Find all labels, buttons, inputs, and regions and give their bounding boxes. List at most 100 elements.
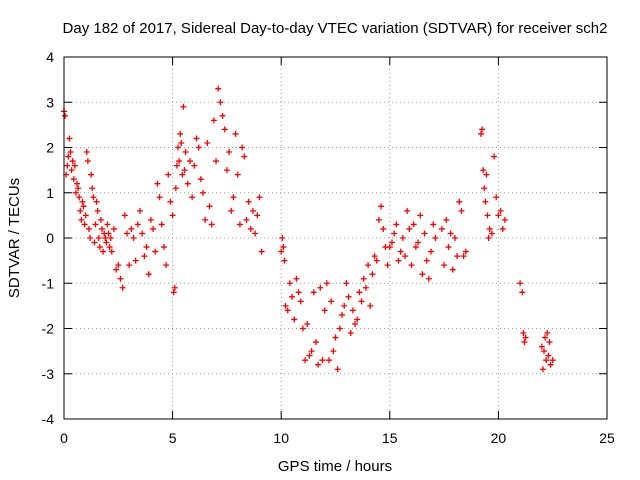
data-point	[78, 216, 85, 223]
data-point	[520, 330, 527, 337]
data-point	[279, 235, 286, 241]
data-point	[281, 257, 288, 264]
data-point	[412, 244, 419, 251]
data-point	[221, 126, 228, 133]
data-point	[169, 212, 176, 219]
data-point	[299, 325, 306, 332]
data-point	[423, 257, 430, 264]
data-point	[83, 149, 90, 156]
data-point	[62, 112, 69, 119]
data-point	[204, 139, 211, 146]
data-point	[278, 248, 285, 255]
data-point	[256, 194, 263, 201]
data-point	[182, 149, 189, 156]
data-point	[421, 230, 428, 237]
data-point	[223, 167, 230, 174]
data-point	[103, 239, 110, 246]
data-point	[295, 289, 302, 296]
data-point	[87, 235, 94, 241]
data-point	[445, 244, 452, 251]
data-point	[378, 203, 385, 210]
data-point	[67, 149, 74, 156]
data-point	[197, 176, 204, 183]
data-point	[549, 357, 556, 364]
data-point	[176, 158, 183, 165]
data-point	[319, 357, 326, 364]
data-point	[449, 266, 456, 273]
data-point	[71, 162, 78, 169]
data-point	[195, 144, 202, 151]
data-point	[158, 221, 165, 228]
data-point	[179, 171, 186, 178]
data-point	[522, 334, 529, 341]
data-point	[460, 253, 467, 260]
data-point	[388, 239, 395, 246]
data-point	[544, 330, 551, 337]
data-point	[117, 275, 124, 282]
data-point	[310, 289, 317, 296]
data-point	[137, 207, 144, 214]
data-point	[345, 293, 352, 300]
data-point	[485, 235, 492, 241]
data-point	[68, 167, 75, 174]
data-point	[408, 262, 415, 269]
data-point	[189, 194, 196, 201]
data-point	[76, 194, 83, 201]
data-point	[154, 180, 161, 187]
data-point	[343, 280, 350, 287]
x-tick-label: 0	[60, 430, 68, 446]
data-point	[139, 230, 146, 237]
data-point	[163, 262, 170, 269]
data-point	[386, 244, 393, 251]
data-point	[447, 230, 454, 237]
data-point	[230, 194, 237, 201]
data-point	[478, 130, 485, 137]
data-point	[375, 216, 382, 223]
data-point	[80, 203, 87, 210]
data-point	[306, 352, 313, 359]
data-point	[341, 302, 348, 309]
data-point	[501, 216, 508, 223]
data-point	[493, 194, 500, 201]
data-point	[282, 302, 289, 309]
data-point	[491, 153, 498, 160]
data-point	[95, 235, 102, 241]
y-tick-label: -1	[42, 275, 55, 291]
data-point	[325, 357, 332, 364]
data-point	[367, 302, 374, 309]
data-point	[200, 189, 207, 196]
data-point	[399, 235, 406, 241]
data-point	[402, 253, 409, 260]
data-point	[280, 244, 287, 251]
data-point	[177, 130, 184, 137]
data-point	[286, 280, 293, 287]
data-point	[488, 230, 495, 237]
data-point	[89, 185, 96, 192]
data-point	[328, 298, 335, 305]
data-point	[438, 225, 445, 232]
data-point	[193, 135, 200, 142]
data-point	[77, 207, 84, 214]
data-point	[243, 216, 250, 223]
data-point	[441, 262, 448, 269]
y-tick-label: 3	[46, 94, 54, 110]
data-point	[228, 207, 235, 214]
data-point	[72, 189, 79, 196]
data-point	[178, 139, 185, 146]
data-point	[462, 248, 469, 255]
data-point	[104, 221, 111, 228]
data-point	[321, 307, 328, 314]
data-point	[79, 198, 86, 205]
data-point	[85, 225, 92, 232]
data-point	[249, 207, 256, 214]
x-axis-label: GPS time / hours	[278, 458, 392, 475]
data-point	[302, 357, 309, 364]
data-point	[99, 225, 106, 232]
data-point	[415, 239, 422, 246]
x-tick-label: 20	[491, 430, 507, 446]
data-point	[519, 289, 526, 296]
data-point	[245, 198, 252, 205]
data-point	[141, 253, 148, 260]
data-point	[202, 216, 209, 223]
